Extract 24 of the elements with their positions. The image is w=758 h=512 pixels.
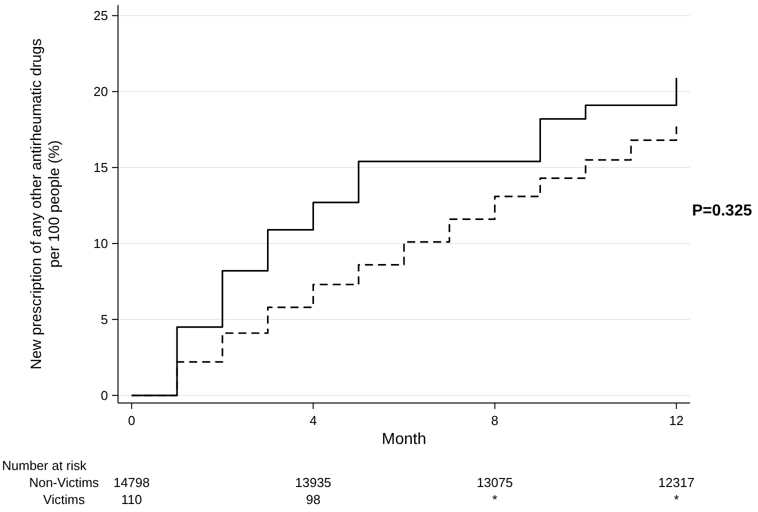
text: 110 [121,492,142,507]
y-axis-title: New prescription of any other antirheumatic drugs per 100 people (%) [28,38,63,370]
y-tick-label: 0 [100,388,108,403]
y-tick-label: 20 [94,84,108,100]
y-tick-label: 25 [94,8,108,24]
text: P=0.325 [692,202,752,220]
text: Non-Victims [29,475,100,490]
text: * [492,492,498,507]
text: * [674,492,679,507]
text: 13935 [295,475,332,490]
x-tick-label: 4 [310,413,317,428]
x-tick-label: 0 [128,413,136,428]
text: 12317 [658,475,694,490]
x-tick-label: 12 [669,413,684,428]
text: Victims [43,492,86,507]
text: 13075 [476,475,513,490]
text: 14798 [114,475,150,490]
y-tick-label: 5 [100,312,108,327]
x-tick-label: 8 [491,413,498,428]
y-tick-label: 15 [94,160,108,176]
y-tick-label: 10 [94,236,108,252]
x-axis-title: Month [382,431,426,448]
text: Number at risk [2,458,88,473]
text: 98 [306,492,320,507]
